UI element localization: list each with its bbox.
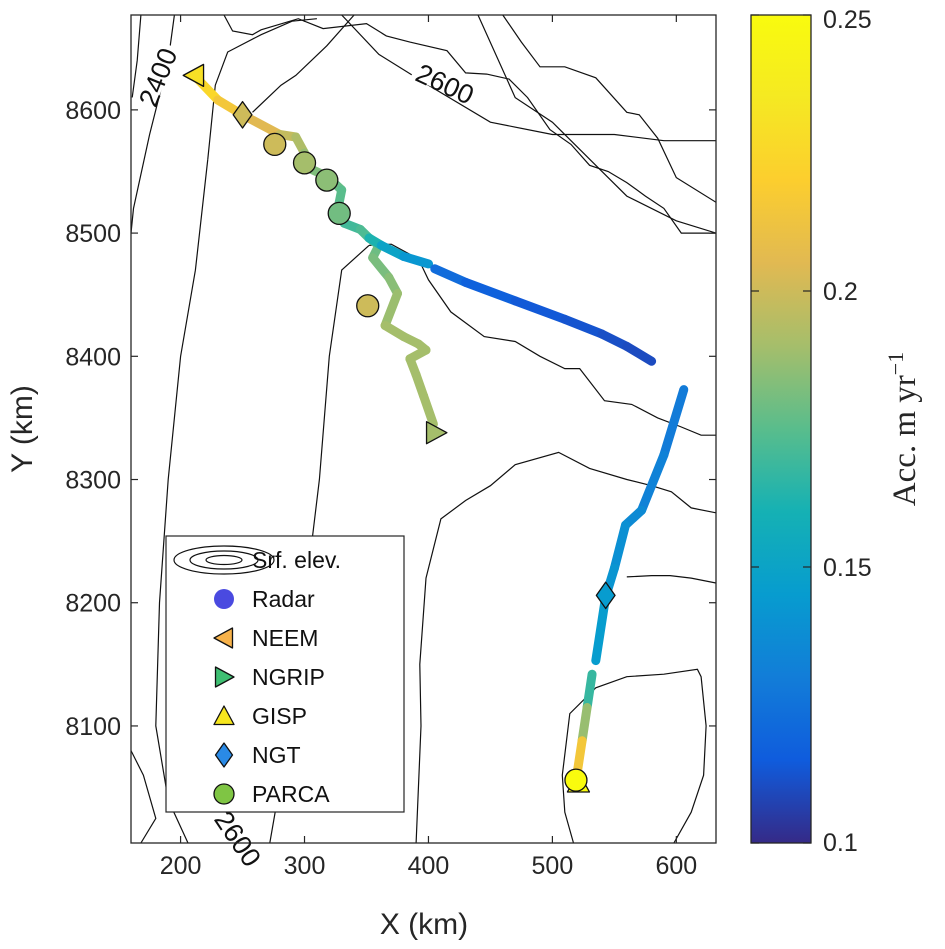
legend-label: NGRIP: [252, 664, 325, 690]
ngrip-symbol: [214, 666, 235, 688]
legend-label: NGT: [252, 742, 301, 768]
radar-segment-3-1: [637, 450, 669, 515]
contour-line-11: [477, 15, 716, 234]
x-tick-label: 400: [408, 852, 450, 880]
contour-line-5: [131, 15, 175, 234]
legend-entry-ngt: NGT: [214, 742, 301, 768]
contour-line-4: [502, 15, 716, 203]
colorbar: 0.1 0.15 0.2 0.25 Acc. m yr−1: [750, 6, 923, 857]
contour-line-2: [131, 750, 157, 843]
neem-marker-0: [182, 63, 205, 88]
legend-entry-gisp: GISP: [213, 703, 307, 729]
y-axis-label: Y (km): [6, 385, 39, 473]
parca-symbol: [213, 783, 235, 805]
radar-segment-4-0: [582, 669, 597, 712]
radar-segment-4-2: [572, 736, 587, 778]
y-tick-label: 8400: [65, 343, 121, 371]
colorbar-label: Acc. m yr−1: [883, 352, 923, 506]
x-tick-label: 300: [284, 852, 326, 880]
legend-label: Radar: [252, 586, 315, 612]
colorbar-gradient: [751, 15, 811, 843]
legend-label: PARCA: [252, 781, 330, 807]
radar-segment-0-23: [419, 391, 438, 429]
contour-label-background: [410, 55, 483, 106]
colorbar-tick-label: 0.25: [823, 6, 872, 34]
y-tick-label: 8300: [65, 467, 121, 495]
radar-symbol: [214, 589, 234, 609]
ngt-marker-1: [595, 581, 616, 610]
legend-label: GISP: [252, 703, 307, 729]
x-axis-ticks: 200 300 400 500 600: [160, 15, 697, 880]
legend-entry-ngrip: NGRIP: [214, 664, 325, 690]
colorbar-label-main: Acc. m yr: [887, 375, 923, 506]
contour-line-12: [415, 451, 716, 843]
ngrip-marker-0: [425, 421, 448, 445]
legend: Srf. elev. Radar NEEM NGRIP GISP NGT PARCA: [165, 535, 405, 813]
contour-symbol: [173, 545, 275, 575]
neem-symbol: [213, 627, 234, 649]
x-axis-label: X (km): [380, 908, 468, 941]
contour-symbol: [205, 554, 243, 566]
contour-line-14: [561, 668, 707, 843]
legend-entry-srf-elev: Srf. elev.: [173, 545, 341, 575]
contour-label-background: [212, 801, 270, 872]
y-axis-ticks: 8100 8200 8300 8400 8500 8600: [65, 97, 716, 741]
legend-entry-radar: Radar: [214, 586, 315, 612]
gisp-symbol: [213, 705, 235, 726]
site-markers: [182, 63, 616, 793]
radar-segment-2-0: [430, 264, 471, 287]
contour-line-13: [626, 575, 716, 584]
colorbar-tick-label: 0.15: [823, 554, 872, 582]
plot-frame: [130, 14, 717, 844]
parca-marker-0: [263, 132, 287, 157]
y-tick-label: 8500: [65, 220, 121, 248]
radar-segment-2-1: [461, 277, 520, 306]
y-tick-label: 8200: [65, 590, 121, 618]
y-tick-label: 8600: [65, 97, 121, 125]
colorbar-tick-label: 0.2: [823, 278, 858, 306]
legend-label: NEEM: [252, 625, 318, 651]
radar-segment-2-3: [560, 314, 607, 339]
radar-segment-2-5: [622, 341, 657, 366]
contour-line-3: [341, 15, 716, 142]
radar-segment-2-2: [510, 296, 570, 324]
legend-entry-parca: PARCA: [213, 781, 330, 807]
x-tick-label: 600: [655, 852, 697, 880]
radar-segment-3-3: [609, 520, 630, 573]
radar-segment-3-0: [659, 385, 689, 460]
contour-line-8: [252, 15, 355, 113]
colorbar-tick-label: 0.1: [823, 829, 858, 857]
radar-segment-2-4: [597, 329, 632, 351]
radar-segment-1-2: [399, 252, 433, 269]
colorbar-ticks: 0.1 0.15 0.2 0.25: [751, 6, 872, 857]
legend-entry-neem: NEEM: [213, 625, 318, 651]
parca-marker-1: [292, 151, 317, 175]
parca-marker-5: [564, 768, 588, 792]
contour-label-background: [130, 39, 179, 112]
ngt-marker-0: [232, 100, 253, 129]
parca-marker-3: [327, 201, 351, 226]
colorbar-label-sup: −1: [883, 352, 908, 375]
parca-marker-4: [356, 294, 380, 318]
contour-line-0: [131, 15, 142, 98]
legend-box: [165, 535, 405, 813]
colorbar-frame: [750, 14, 812, 844]
contour-symbol: [189, 550, 259, 570]
x-tick-label: 500: [532, 852, 574, 880]
ngt-symbol: [214, 742, 234, 768]
y-tick-label: 8100: [65, 713, 121, 741]
contour-line-10: [368, 243, 716, 436]
radar-segment-4-1: [577, 703, 592, 746]
x-tick-label: 200: [160, 852, 202, 880]
legend-label: Srf. elev.: [252, 547, 341, 573]
contour-line-1: [223, 15, 716, 234]
radar-segment-0-16: [380, 289, 402, 330]
parca-marker-2: [315, 168, 339, 192]
